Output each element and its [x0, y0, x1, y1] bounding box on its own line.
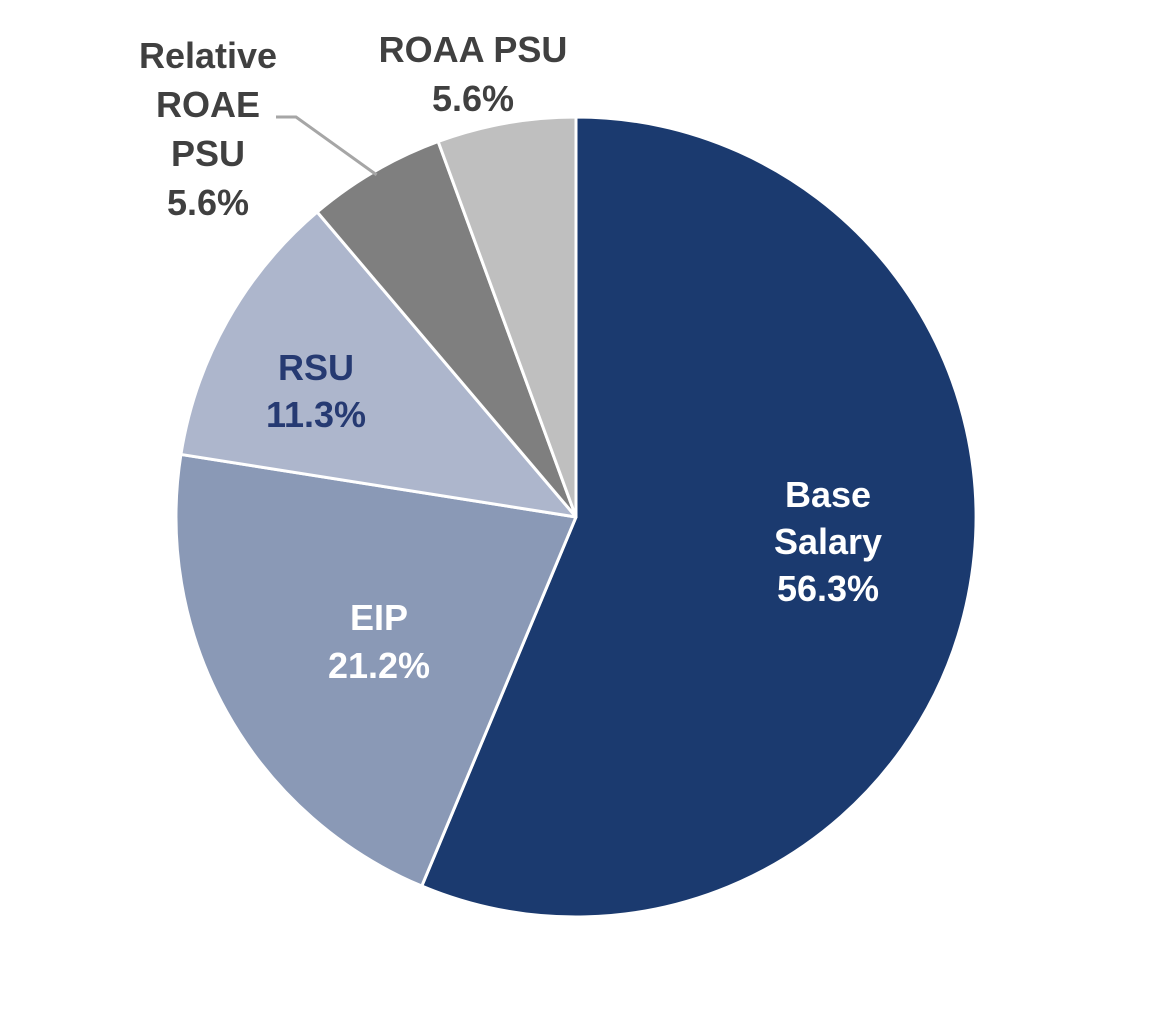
pie-slice-roaa-psu: [436, 115, 578, 519]
data-label-relative-roae-psu: Relative ROAE PSU 5.6%: [139, 35, 277, 223]
data-label-value: 11.3%: [266, 394, 366, 435]
pie-slice-eip: [174, 452, 578, 888]
data-label-roaa-psu: ROAA PSU 5.6%: [379, 29, 568, 119]
data-label-name: PSU: [171, 133, 245, 174]
pie-slice-relative-roae-psu: [315, 140, 578, 519]
data-labels-layer: Base Salary 56.3%EIP 21.2%RSU 11.3%Relative R…: [139, 29, 882, 686]
data-label-name: Relative: [139, 35, 277, 76]
data-label-name: ROAE: [156, 84, 260, 125]
data-label-name: Salary: [774, 521, 882, 562]
data-label-name: EIP: [350, 597, 408, 638]
data-label-value: 5.6%: [432, 78, 514, 119]
data-label-value: 21.2%: [328, 645, 430, 686]
data-label-name: ROAA PSU: [379, 29, 568, 70]
data-label-value: 5.6%: [167, 182, 249, 223]
data-label-rsu: RSU 11.3%: [266, 347, 366, 435]
slices-layer: [174, 115, 978, 919]
pie-slice-rsu: [179, 210, 578, 519]
data-label-base-salary: Base Salary 56.3%: [774, 474, 882, 609]
data-label-eip: EIP 21.2%: [328, 597, 430, 686]
data-label-value: 56.3%: [777, 568, 879, 609]
pie-slice-base-salary: [420, 115, 978, 919]
data-label-name: Base: [785, 474, 871, 515]
leader-line-relative-roae-psu: [276, 115, 378, 177]
leader-lines-layer: [276, 115, 378, 177]
data-label-name: RSU: [278, 347, 354, 388]
